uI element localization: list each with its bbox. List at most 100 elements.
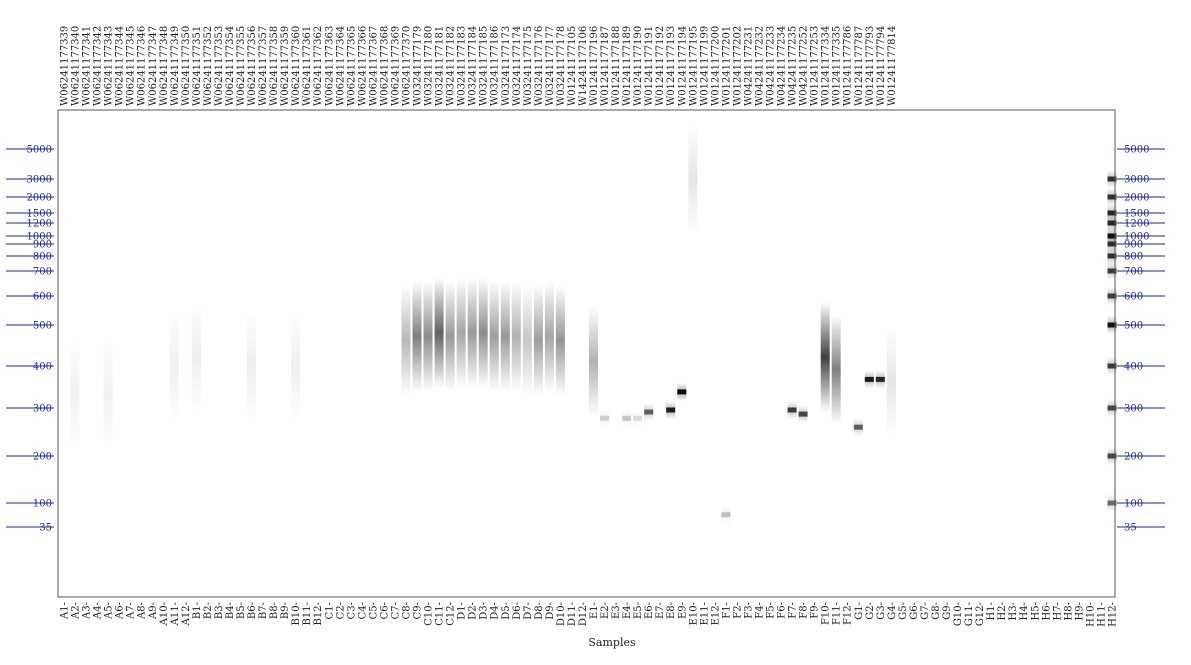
size-marker-600: 600 600 — [6, 292, 1165, 303]
well-label-b8: B8- — [269, 602, 280, 619]
sample-id-label: W06241177366 — [357, 26, 368, 106]
gel-lane-e6 — [644, 403, 654, 421]
sample-id-label: W06241177361 — [302, 26, 313, 106]
well-label-e3: E3- — [611, 602, 622, 619]
x-axis-title: Samples — [588, 636, 636, 649]
well-label-a10: A10- — [159, 602, 170, 626]
well-label-c1: C1- — [324, 602, 335, 619]
well-label-g3: G3- — [876, 602, 887, 620]
band-smear — [544, 281, 554, 392]
well-label-h9: H9- — [1074, 602, 1085, 620]
well-label-b9: B9- — [280, 602, 291, 619]
well-label-d11: D11- — [567, 602, 578, 626]
gel-frame — [57, 109, 1116, 598]
band-smear — [555, 285, 565, 396]
band-smear — [401, 285, 411, 396]
band-smear — [831, 314, 841, 425]
marker-label-right: 1500 — [1124, 209, 1149, 220]
sample-id-label: W06241177343 — [104, 26, 115, 106]
band-smear — [820, 302, 830, 412]
size-marker-3000: 3000 3000 — [6, 175, 1165, 186]
band-smear — [589, 306, 598, 417]
gel-lane-f11 — [831, 314, 841, 425]
marker-label-right: 5000 — [1124, 145, 1149, 156]
band-halo — [600, 409, 609, 428]
well-label-h8: H8- — [1063, 602, 1074, 620]
band-halo — [1107, 204, 1117, 222]
well-label-b7: B7- — [258, 602, 269, 619]
well-label-b3: B3- — [214, 602, 225, 619]
marker-label-right: 1200 — [1124, 219, 1149, 230]
well-label-g4: G4- — [887, 602, 898, 620]
gel-lane-d8 — [533, 285, 543, 396]
well-label-f3: F3- — [744, 602, 755, 619]
well-label-c12: C12- — [446, 602, 457, 626]
sample-id-label: W01241177189 — [622, 26, 633, 106]
band-smear — [423, 281, 433, 392]
sample-id-label: W01241177814 — [887, 26, 898, 106]
well-label-h12: H12- — [1108, 602, 1119, 627]
sample-id-label: W04241177233 — [766, 26, 777, 106]
marker-label-left: 5000 — [27, 145, 52, 156]
well-label-b2: B2- — [203, 602, 214, 619]
gel-lane-c10 — [423, 281, 433, 392]
band-halo — [1107, 247, 1117, 265]
band-halo — [1107, 316, 1117, 334]
band-smear — [445, 281, 455, 392]
well-label-e6: E6- — [644, 602, 655, 619]
sample-id-layer: W06241177339 W06241177340 W06241177341 W062… — [60, 26, 898, 106]
band-halo — [1107, 357, 1117, 375]
band-halo — [875, 370, 885, 389]
sample-id-label: W06241177352 — [203, 26, 214, 106]
gel-lane-e2 — [600, 409, 609, 428]
well-label-d6: D6- — [512, 602, 523, 620]
band-halo — [798, 405, 808, 424]
marker-label-right: 35 — [1124, 523, 1137, 534]
band-halo — [677, 382, 687, 401]
well-label-d8: D8- — [534, 602, 545, 620]
sample-id-label: W01241177195 — [688, 26, 699, 106]
marker-label-left: 2000 — [27, 193, 52, 204]
sample-id-label: W01241177334 — [821, 26, 832, 106]
well-label-g7: G7- — [920, 602, 931, 620]
sample-id-label: W06241177357 — [258, 26, 269, 106]
well-label-a11: A11- — [170, 602, 181, 626]
gel-lane-f8 — [798, 405, 808, 424]
sample-id-label: W03241177186 — [490, 26, 501, 106]
well-label-e5: E5- — [633, 602, 644, 619]
band-halo — [622, 409, 632, 428]
well-label-b1: B1- — [192, 602, 203, 619]
size-marker-300: 300 300 — [6, 404, 1165, 415]
band-halo — [1107, 399, 1117, 417]
gel-lane-f10 — [820, 302, 830, 412]
band-smear — [489, 281, 499, 392]
band-smear — [511, 281, 521, 392]
gel-lane-d3 — [478, 277, 488, 388]
gel-lane-e4 — [622, 409, 632, 428]
well-label-f4: F4- — [755, 602, 766, 619]
well-label-g1: G1- — [854, 602, 865, 620]
gel-lane-f1 — [721, 505, 731, 524]
well-label-g2: G2- — [865, 602, 876, 620]
well-label-b6: B6- — [247, 602, 258, 619]
sample-id-label: W03241177183 — [457, 26, 468, 106]
well-label-g6: G6- — [909, 602, 920, 620]
sample-id-label: W06241177370 — [402, 26, 413, 106]
sample-id-label: W06241177369 — [390, 26, 401, 106]
band-halo — [1107, 188, 1117, 206]
gel-lane-e9 — [677, 382, 687, 401]
band-halo — [1107, 170, 1117, 188]
sample-id-label: W06241177344 — [115, 26, 126, 106]
well-label-b4: B4- — [225, 602, 236, 619]
sample-id-label: W04241177234 — [777, 26, 788, 106]
well-label-b5: B5- — [236, 602, 247, 619]
well-label-h5: H5- — [1030, 602, 1041, 620]
well-label-g10: G10- — [953, 602, 964, 626]
well-label-g9: G9- — [942, 602, 953, 620]
sample-id-label: W06241177348 — [159, 26, 170, 106]
well-label-e11: E11- — [699, 602, 710, 625]
well-label-c11: C11- — [435, 602, 446, 626]
well-label-c3: C3- — [346, 602, 357, 619]
marker-label-right: 2000 — [1124, 193, 1149, 204]
sample-id-label: W01241177786 — [843, 26, 854, 106]
